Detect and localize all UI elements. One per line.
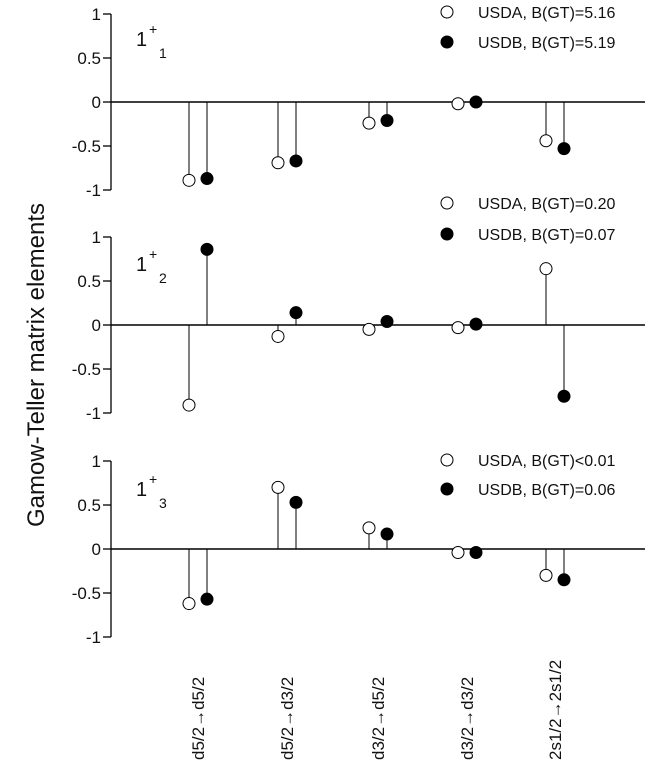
legend-entry: USDA, B(GT)<0.01 (478, 453, 615, 470)
category-label: d3/2→d5/2 (369, 677, 388, 760)
data-point-usda (539, 134, 553, 148)
panel-label-sup: + (149, 21, 157, 37)
legend-marker (440, 196, 454, 210)
category-source: d5/2 (189, 727, 208, 760)
y-tick-label: 1 (92, 5, 101, 24)
y-tick-label: 0.5 (77, 49, 101, 68)
y-axis-label: Gamow-Teller matrix elements (23, 203, 50, 527)
legend-marker (440, 5, 454, 19)
data-point-usdb (380, 113, 394, 127)
category-source: d3/2 (458, 727, 477, 760)
data-point-usda (182, 597, 196, 611)
legend-marker (440, 482, 454, 496)
data-point-usdb (289, 154, 303, 168)
y-tick-label: 1 (92, 228, 101, 247)
category-target: d5/2 (369, 677, 388, 710)
legend-marker (440, 227, 454, 241)
y-tick-label: 0 (92, 316, 101, 335)
data-point-usdb (380, 527, 394, 541)
y-tick-label: 0.5 (77, 496, 101, 515)
panel-label-sup: + (149, 471, 157, 487)
category-source: d5/2 (278, 727, 297, 760)
y-tick-label: 0.5 (77, 272, 101, 291)
category-target: 2s1/2 (546, 660, 565, 702)
category-label: 2s1/2→2s1/2 (546, 660, 565, 760)
data-point-usdb (557, 573, 571, 587)
category-arrow: → (546, 701, 565, 718)
legend-entry: USDA, B(GT)=0.20 (478, 196, 615, 213)
y-tick-label: -0.5 (72, 360, 101, 379)
legend-marker (440, 453, 454, 467)
data-point-usda (362, 521, 376, 535)
y-tick-label: 0 (92, 540, 101, 559)
category-labels: d5/2→d5/2d5/2→d3/2d3/2→d5/2d3/2→d3/22s1/… (189, 660, 565, 760)
y-tick-label: -1 (86, 404, 101, 423)
panel-label-sub: 2 (159, 270, 167, 286)
category-label: d5/2→d5/2 (189, 677, 208, 760)
data-point-usda (451, 97, 465, 111)
data-point-usda (271, 329, 285, 343)
data-point-usdb (289, 495, 303, 509)
category-arrow: → (458, 710, 477, 727)
category-target: d3/2 (278, 677, 297, 710)
data-point-usdb (200, 172, 214, 186)
data-point-usda (182, 398, 196, 412)
data-point-usdb (557, 389, 571, 403)
panel-label-sub: 1 (159, 45, 167, 61)
y-tick-label: -1 (86, 181, 101, 200)
data-point-usdb (200, 592, 214, 606)
data-point-usda (539, 568, 553, 582)
data-point-usda (271, 156, 285, 170)
panel-label-sub: 3 (159, 495, 167, 511)
data-point-usdb (469, 317, 483, 331)
legend-marker (440, 35, 454, 49)
y-tick-label: -0.5 (72, 137, 101, 156)
category-arrow: → (369, 710, 388, 727)
y-tick-label: -0.5 (72, 584, 101, 603)
data-point-usda (362, 322, 376, 336)
panel-label: 1 (136, 479, 147, 501)
category-target: d3/2 (458, 677, 477, 710)
data-point-usda (182, 173, 196, 187)
panel-label: 1 (136, 254, 147, 276)
panel-label: 1 (136, 29, 147, 51)
y-tick-label: 0 (92, 93, 101, 112)
category-arrow: → (189, 710, 208, 727)
y-tick-label: -1 (86, 628, 101, 647)
legend-entry: USDB, B(GT)=0.07 (478, 227, 615, 244)
data-point-usda (539, 262, 553, 276)
data-point-usda (362, 116, 376, 130)
category-source: 2s1/2 (546, 718, 565, 760)
data-point-usdb (200, 242, 214, 256)
legend-entry: USDB, B(GT)=5.19 (478, 35, 615, 52)
data-point-usda (271, 480, 285, 494)
panel-label-sup: + (149, 246, 157, 262)
data-point-usdb (469, 546, 483, 560)
category-arrow: → (278, 710, 297, 727)
category-label: d3/2→d3/2 (458, 677, 477, 760)
y-tick-label: 1 (92, 452, 101, 471)
data-point-usdb (289, 306, 303, 320)
data-point-usdb (469, 95, 483, 109)
data-point-usda (451, 546, 465, 560)
data-point-usda (451, 321, 465, 335)
data-point-usdb (557, 142, 571, 156)
category-label: d5/2→d3/2 (278, 677, 297, 760)
data-point-usdb (380, 314, 394, 328)
category-target: d5/2 (189, 677, 208, 710)
legend-entry: USDB, B(GT)=0.06 (478, 482, 615, 499)
category-source: d3/2 (369, 727, 388, 760)
legend-entry: USDA, B(GT)=5.16 (478, 5, 615, 22)
